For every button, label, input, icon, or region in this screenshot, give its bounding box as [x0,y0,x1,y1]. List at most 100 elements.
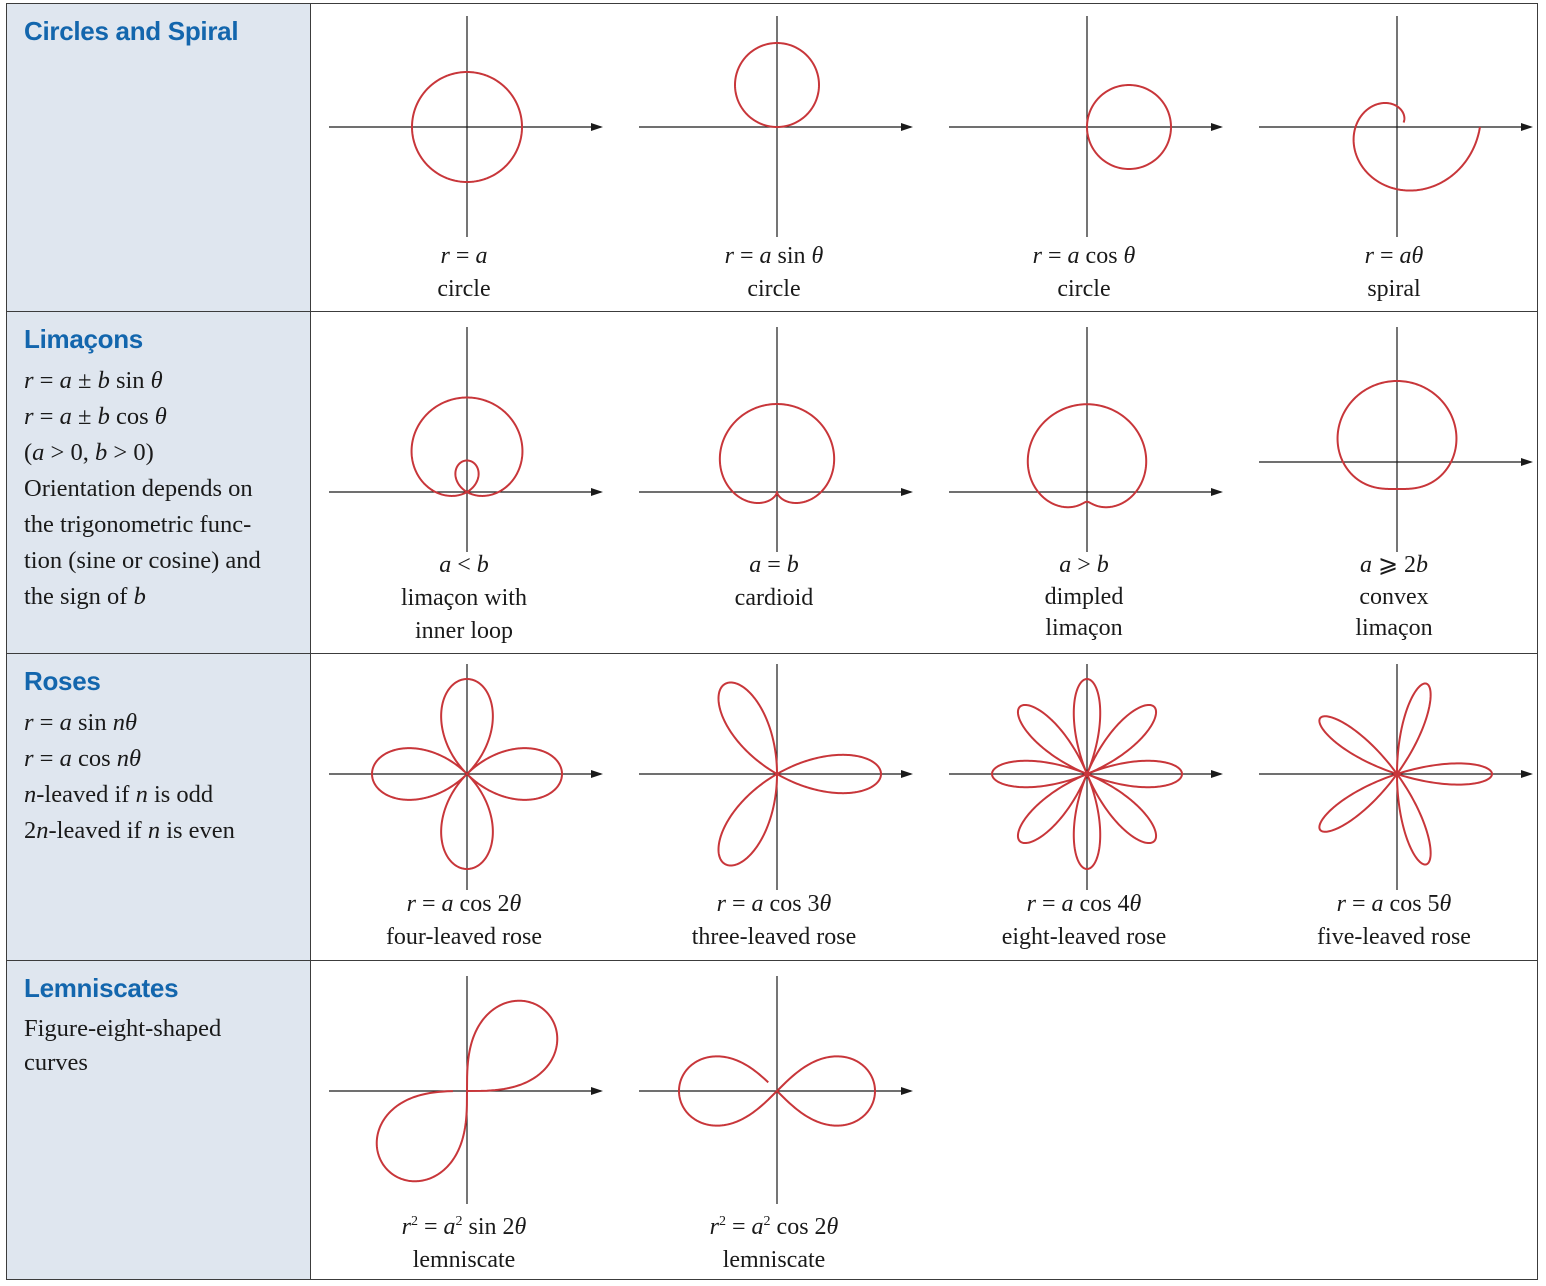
curve-caption: r2 = a2 sin 2θ lemniscate [309,1205,619,1277]
category-title: Roses [24,666,101,696]
category-title: Limaçons [24,324,143,354]
curve-plot-cardioid [639,327,913,552]
curve-plot-dimpled [949,327,1223,552]
sidebar-roses: Roses r = a sin nθ r = a cos nθ n-leaved… [7,654,311,961]
curve-equation: r = a cos 5θ [1336,891,1452,917]
curve-caption: r = a sin θ circle [619,240,929,306]
curve-name: circle [1057,276,1111,302]
curve-lemniscate-sin [375,999,559,1183]
curve-plot-circle-cos [949,16,1223,237]
curve-equation: r = a [440,243,488,269]
curve-caption: a < b limaçon with inner loop [309,549,619,648]
curve-caption: r = a cos θ circle [929,240,1239,306]
curve-equation: r = a cos 3θ [716,891,832,917]
x-axis-arrow [1521,770,1533,778]
x-axis-arrow [901,123,913,131]
curve-plot-rose-4 [949,664,1223,890]
category-description: r = a sin nθ r = a cos nθ n-leaved if n … [24,705,300,849]
curve-cardioid [718,403,836,504]
x-axis-arrow [1521,458,1533,466]
curve-caption: r = a cos 5θ five-leaved rose [1239,888,1546,954]
category-title: Lemniscates [24,973,179,1003]
curve-circle-sin [734,42,820,128]
x-axis-arrow [901,1087,913,1095]
curve-plot-lemniscate-cos [639,976,913,1204]
curve-circle-cos [1086,84,1172,170]
curve-equation: r = a cos 4θ [1026,891,1142,917]
curve-equation: a < b [439,552,489,578]
description-line: the trigonometric func- [24,511,252,538]
curve-name: circle [747,276,801,302]
curve-name: convex [1359,584,1429,610]
curve-caption: r = a cos 3θ three-leaved rose [619,888,929,954]
curve-plot-circle-a [329,16,603,237]
curve-name: spiral [1367,276,1421,302]
description-line: (a > 0, b > 0) [24,439,154,466]
curve-name: lemniscate [722,1247,826,1273]
curve-dimpled-limacon [1026,403,1148,509]
description-line: Figure-eight-shaped [24,1015,222,1042]
curve-eight-leaved-rose [991,678,1183,870]
curve-name: inner loop [415,618,513,644]
curve-three-leaved-rose [717,681,882,867]
curve-name: three-leaved rose [691,924,857,950]
curve-convex-limacon [1336,380,1458,490]
x-axis-arrow [1211,123,1223,131]
curve-caption: a ⩾ 2b convex limaçon [1239,549,1546,644]
curve-lemniscate-cos [678,1055,876,1127]
row-limacons: Limaçons r = a ± b sin θ r = a ± b cos θ… [6,311,1538,655]
x-axis-arrow [591,488,603,496]
sidebar-limacons: Limaçons r = a ± b sin θ r = a ± b cos θ… [7,312,311,654]
row-circles: Circles and Spiral r = a circle r = [6,3,1538,313]
description-line: the sign of b [24,583,146,610]
curve-plot-rose-3 [639,664,913,890]
x-axis-arrow [591,123,603,131]
curve-circle [411,71,523,183]
curve-equation: a = b [749,552,799,578]
description-line: Orientation depends on [24,475,253,502]
sidebar-circles: Circles and Spiral [7,4,311,312]
curve-name: five-leaved rose [1317,924,1471,950]
row-roses: Roses r = a sin nθ r = a cos nθ n-leaved… [6,653,1538,962]
sidebar-lemniscates: Lemniscates Figure-eight-shaped curves [7,961,311,1279]
description-line: tion (sine or cosine) and [24,547,261,574]
polar-curves-table: Circles and Spiral r = a circle r = [6,3,1538,1280]
curve-caption: r = a circle [309,240,619,306]
curve-plot-rose-5 [1259,664,1533,890]
curve-four-leaved-rose [371,678,563,870]
curve-plot-convex [1259,327,1533,552]
x-axis-arrow [591,1087,603,1095]
curve-plot-circle-sin [639,16,913,237]
description-line: r = a ± b sin θ [24,367,163,394]
x-axis-arrow [1521,123,1533,131]
description-line: r = a ± b cos θ [24,403,167,430]
curve-caption: a = b cardioid [619,549,929,615]
curve-name: four-leaved rose [385,924,543,950]
curve-name: limaçon [1045,615,1123,641]
curve-caption: r2 = a2 cos 2θ lemniscate [619,1205,929,1277]
x-axis-arrow [901,488,913,496]
curve-equation: r2 = a2 sin 2θ [401,1214,527,1240]
curve-plot-limacon-loop [329,327,603,552]
curve-caption: r = a cos 4θ eight-leaved rose [929,888,1239,954]
category-title: Circles and Spiral [24,16,239,46]
curve-equation: r = aθ [1364,243,1424,269]
curve-name: circle [437,276,491,302]
curve-name: limaçon with [401,585,527,611]
curve-name: limaçon [1355,615,1433,641]
curve-plot-spiral [1259,16,1533,237]
curve-caption: r = a cos 2θ four-leaved rose [309,888,619,954]
curve-name: dimpled [1044,584,1124,610]
x-axis-arrow [1211,488,1223,496]
x-axis-arrow [591,770,603,778]
curve-name: eight-leaved rose [1001,924,1167,950]
curve-limacon-loop [410,396,524,497]
curve-equation: r = a sin θ [724,243,824,269]
category-description: r = a ± b sin θ r = a ± b cos θ (a > 0, … [24,363,300,615]
description-line: n-leaved if n is odd [24,781,214,808]
curve-plot-rose-2 [329,664,603,890]
x-axis-arrow [901,770,913,778]
curve-caption: a > b dimpled limaçon [929,549,1239,644]
curve-name: cardioid [734,585,814,611]
description-line: 2n-leaved if n is even [24,817,235,844]
